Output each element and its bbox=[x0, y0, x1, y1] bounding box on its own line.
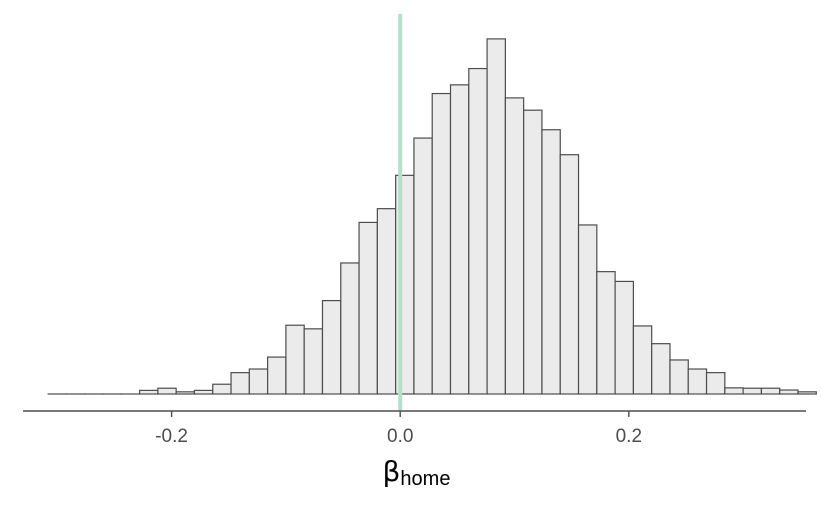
histogram-bar bbox=[559, 154, 580, 395]
histogram-bar bbox=[760, 387, 781, 395]
histogram-bar bbox=[157, 387, 177, 395]
histogram-bar bbox=[449, 84, 470, 395]
histogram-bar bbox=[523, 109, 543, 395]
histogram-bar bbox=[779, 389, 799, 395]
x-tick-label: 0.0 bbox=[387, 426, 413, 447]
histogram-bar bbox=[431, 92, 452, 395]
histogram-bar bbox=[303, 328, 324, 395]
x-axis-title: βhome bbox=[383, 455, 451, 490]
histogram-bar bbox=[577, 224, 598, 395]
histogram-bar bbox=[486, 38, 506, 395]
histogram-bar bbox=[267, 356, 287, 395]
x-tick-label: -0.2 bbox=[155, 426, 188, 447]
histogram-bar bbox=[541, 129, 561, 395]
histogram-bar bbox=[193, 389, 214, 395]
histogram-bar bbox=[669, 359, 689, 395]
histogram-bar bbox=[285, 324, 305, 395]
x-axis-title-symbol: β bbox=[383, 455, 401, 488]
histogram-bar bbox=[321, 300, 342, 395]
x-axis-title-subscript: home bbox=[400, 468, 450, 490]
histogram-bar bbox=[632, 325, 653, 395]
histogram-bar bbox=[248, 368, 269, 395]
histogram-bar bbox=[376, 208, 397, 395]
x-tick-label: 0.2 bbox=[616, 426, 642, 447]
histogram-bar bbox=[742, 387, 763, 395]
histogram-bars bbox=[47, 38, 817, 395]
histogram-bar bbox=[138, 389, 159, 395]
histogram-bar bbox=[212, 383, 232, 395]
histogram-bar bbox=[651, 343, 671, 395]
histogram-bar bbox=[175, 391, 196, 395]
histogram-bar bbox=[230, 372, 250, 395]
histogram-bar bbox=[797, 391, 817, 395]
histogram-bar bbox=[596, 271, 616, 395]
x-axis-ticks: -0.2 0.0 0.2 bbox=[155, 411, 642, 447]
histogram-bar bbox=[724, 387, 744, 395]
histogram-bar bbox=[614, 280, 634, 395]
histogram-bar bbox=[468, 67, 488, 395]
histogram-bar bbox=[705, 372, 726, 395]
histogram-bar bbox=[340, 262, 360, 395]
histogram-bar bbox=[504, 97, 525, 395]
histogram-bar bbox=[413, 137, 433, 395]
histogram-bar bbox=[358, 221, 378, 395]
histogram-bar bbox=[687, 368, 708, 395]
